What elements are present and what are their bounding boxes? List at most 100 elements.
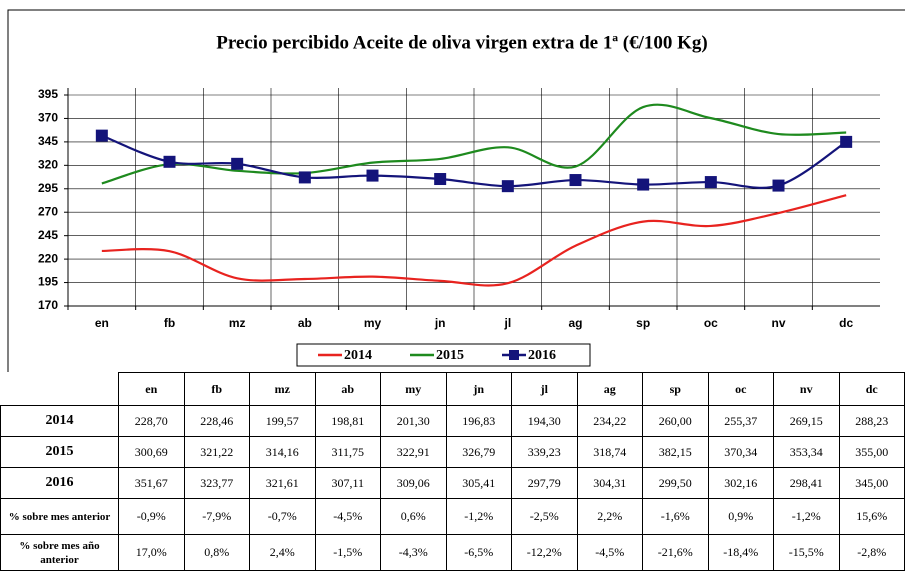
table-cell: 311,75: [314, 436, 381, 468]
table-cell: 199,57: [249, 405, 316, 437]
table-cell: 321,61: [249, 467, 316, 499]
y-tick-label: 370: [38, 111, 58, 125]
legend-label: 2016: [528, 348, 556, 363]
chart: Precio percibido Aceite de oliva virgen …: [7, 9, 905, 372]
table-cell: -4,5%: [314, 498, 381, 535]
point-marker: [704, 176, 717, 189]
x-tick-label: ag: [568, 316, 582, 330]
table-cell: ab: [314, 372, 381, 406]
series-line: [101, 103, 847, 185]
table-cell: ag: [576, 372, 643, 406]
y-tick-label: 295: [38, 181, 58, 195]
chart-title: Precio percibido Aceite de oliva virgen …: [216, 32, 708, 53]
table-cell: en: [118, 372, 185, 406]
table-cell: 2014: [0, 405, 119, 437]
x-tick-label: en: [95, 316, 109, 330]
table-cell: 322,91: [380, 436, 447, 468]
data-table: en fb mz ab my jn jl ag sp oc nv dc 2014 228,70 228,46…: [0, 372, 905, 571]
table-cell: -0,7%: [249, 498, 316, 535]
table-cell: -1,2%: [773, 498, 840, 535]
table-cell: -18,4%: [707, 534, 774, 571]
table-cell: 17,0%: [118, 534, 185, 571]
y-tick-label: 245: [38, 228, 58, 242]
x-tick-label: my: [364, 316, 382, 330]
legend-marker: [509, 350, 519, 360]
table-cell: nv: [773, 372, 840, 406]
table-row: 2014 228,70 228,46 199,57 198,81 201,30 196,83…: [0, 405, 905, 437]
x-tick-label: jl: [503, 316, 511, 330]
table-cell: 0,9%: [707, 498, 774, 535]
table-cell: 228,70: [118, 405, 185, 437]
table-cell: 288,23: [838, 405, 905, 437]
point-marker: [298, 171, 311, 184]
point-marker: [501, 180, 514, 193]
table-cell: 353,34: [773, 436, 840, 468]
table-cell: 305,41: [445, 467, 512, 499]
point-marker: [772, 179, 785, 192]
table-cell: -0,9%: [118, 498, 185, 535]
table-cell: 2,4%: [249, 534, 316, 571]
point-marker: [366, 169, 379, 182]
table-cell: fb: [183, 372, 250, 406]
table-cell: 234,22: [576, 405, 643, 437]
series-line: [101, 194, 847, 287]
table-row: en fb mz ab my jn jl ag sp oc nv dc: [1, 372, 905, 406]
x-tick-label: dc: [839, 316, 853, 330]
table-cell: 318,74: [576, 436, 643, 468]
table-cell: my: [380, 372, 447, 406]
table-cell: -4,3%: [380, 534, 447, 571]
table-cell: 314,16: [249, 436, 316, 468]
legend-label: 2014: [344, 348, 372, 363]
table-cell: mz: [249, 372, 316, 406]
table-cell: -2,5%: [511, 498, 578, 535]
table-cell: 297,79: [511, 467, 578, 499]
table-row: % sobre mes año anterior 17,0% 0,8% 2,4% -1,…: [0, 534, 905, 571]
x-tick-label: oc: [704, 316, 718, 330]
table-cell: 321,22: [183, 436, 250, 468]
table-cell: -6,5%: [445, 534, 512, 571]
x-tick-label: fb: [164, 316, 175, 330]
table-cell: 196,83: [445, 405, 512, 437]
table-cell: 309,06: [380, 467, 447, 499]
y-tick-label: 320: [38, 158, 58, 172]
table-cell: 194,30: [511, 405, 578, 437]
table-cell: 228,46: [183, 405, 250, 437]
table-cell: % sobre mes año anterior: [0, 534, 119, 571]
table-cell: -1,5%: [314, 534, 381, 571]
table-cell: -1,6%: [642, 498, 709, 535]
table-cell: oc: [707, 372, 774, 406]
table-cell: % sobre mes anterior: [0, 498, 119, 535]
table-cell: 0,6%: [380, 498, 447, 535]
point-marker: [434, 173, 447, 186]
table-cell: -1,2%: [445, 498, 512, 535]
point-marker: [840, 135, 853, 148]
table-cell: 339,23: [511, 436, 578, 468]
table-cell: 304,31: [576, 467, 643, 499]
table-cell: 260,00: [642, 405, 709, 437]
y-tick-label: 395: [38, 87, 58, 101]
table-cell: 323,77: [183, 467, 250, 499]
table-cell: 370,34: [707, 436, 774, 468]
table-cell: 255,37: [707, 405, 774, 437]
table-cell: 300,69: [118, 436, 185, 468]
chart-frame: [7, 9, 905, 372]
table-cell: [1, 373, 119, 406]
table-cell: 302,16: [707, 467, 774, 499]
table-row: 2016 351,67 323,77 321,61 307,11 309,06 305,41…: [0, 467, 905, 499]
y-tick-label: 220: [38, 251, 58, 265]
table-cell: jl: [511, 372, 578, 406]
table-cell: 2015: [0, 436, 119, 468]
table-cell: 345,00: [838, 467, 905, 499]
point-marker: [95, 129, 108, 142]
point-marker: [637, 178, 650, 191]
table-cell: 201,30: [380, 405, 447, 437]
table-cell: 0,8%: [183, 534, 250, 571]
table-cell: 198,81: [314, 405, 381, 437]
table-cell: dc: [838, 372, 905, 406]
table-cell: -21,6%: [642, 534, 709, 571]
table-cell: sp: [642, 372, 709, 406]
table-cell: 299,50: [642, 467, 709, 499]
point-marker: [231, 157, 244, 170]
table-cell: 269,15: [773, 405, 840, 437]
